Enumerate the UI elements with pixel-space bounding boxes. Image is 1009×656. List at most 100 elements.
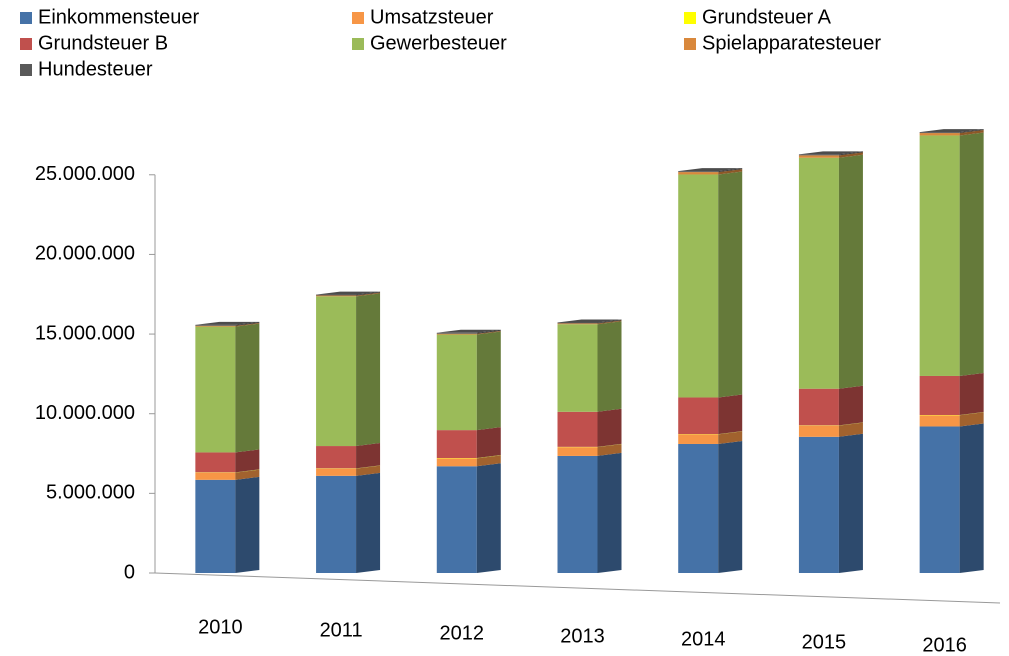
bar-face	[316, 291, 381, 295]
bar-segment	[557, 320, 622, 325]
bar-face	[678, 168, 743, 172]
bar-face	[356, 292, 381, 297]
legend-swatch	[684, 12, 696, 24]
bar-face	[476, 329, 501, 334]
bar-segment	[919, 412, 984, 427]
bar-face	[959, 411, 984, 416]
x-tick-label: 2013	[560, 625, 605, 647]
bar-segment	[798, 385, 863, 426]
bar-face	[195, 324, 236, 326]
bar-face	[356, 465, 381, 476]
bar-face	[678, 434, 719, 444]
bar-segment	[678, 394, 743, 435]
bar-face	[959, 372, 984, 415]
bar-segment	[557, 321, 622, 412]
legend-swatch	[20, 12, 32, 24]
bar-face	[919, 415, 960, 427]
bar-face	[195, 479, 236, 573]
bar-face	[195, 321, 260, 325]
bar-segment	[316, 291, 381, 296]
legend-label: Grundsteuer A	[702, 6, 832, 28]
bar-face	[718, 431, 743, 444]
bar-segment	[678, 431, 743, 444]
bar-face	[597, 443, 622, 448]
bar-face	[316, 295, 357, 297]
bar-face	[235, 449, 260, 473]
bar-segment	[316, 465, 381, 469]
bar-face	[476, 427, 501, 458]
legend-swatch	[352, 38, 364, 50]
bar-segment	[557, 452, 622, 573]
x-axis	[154, 572, 1001, 604]
bar-face	[919, 375, 960, 415]
bar-face	[356, 291, 381, 296]
bar-segment	[557, 444, 622, 456]
bar-segment	[678, 168, 743, 173]
bar-face	[235, 476, 260, 573]
bar-face	[557, 323, 598, 325]
bar-segment	[195, 449, 260, 473]
y-tick-label: 0	[124, 561, 135, 583]
bar-face	[798, 154, 839, 156]
bar-face	[919, 426, 960, 573]
bar-face	[195, 452, 236, 473]
bar-face	[919, 135, 960, 376]
bar-segment	[436, 329, 501, 334]
bar-segment	[678, 440, 743, 573]
x-tick-label: 2016	[922, 634, 967, 656]
bar-face	[919, 132, 960, 134]
bar-segment	[919, 130, 984, 136]
y-tick-label: 15.000.000	[35, 322, 135, 344]
bar-face	[316, 294, 357, 296]
bar-face	[356, 472, 381, 573]
bar-face	[798, 436, 839, 573]
bar-segment	[798, 152, 863, 158]
bar-face	[798, 425, 839, 437]
bar-face	[356, 465, 381, 469]
bar-face	[316, 468, 357, 476]
bar-face	[436, 458, 477, 467]
bar-face	[316, 475, 357, 573]
legend-label: Gewerbesteuer	[370, 32, 507, 54]
bar-segment	[195, 321, 260, 326]
bar-face	[678, 174, 719, 398]
bar-segment	[316, 465, 381, 476]
bar-segment	[316, 472, 381, 573]
bar-face	[597, 408, 622, 447]
x-tick-label: 2010	[198, 616, 243, 638]
bar-face	[235, 469, 260, 473]
bar-face	[356, 443, 381, 469]
bar-face	[919, 133, 960, 136]
bar-face	[436, 329, 501, 333]
bar-face	[557, 322, 598, 324]
bar-face	[959, 132, 984, 376]
bar-face	[798, 388, 839, 426]
bar-face	[838, 422, 863, 426]
legend-swatch	[20, 64, 32, 76]
bar-face	[718, 171, 743, 398]
bar-face	[235, 469, 260, 480]
y-tick-label: 10.000.000	[35, 402, 135, 424]
x-tick-label: 2014	[681, 628, 726, 650]
legend-swatch	[684, 38, 696, 50]
bar-face	[959, 129, 984, 134]
bar-face	[718, 394, 743, 435]
bar-face	[959, 130, 984, 136]
bar-segment	[195, 476, 260, 573]
bar-face	[476, 455, 501, 467]
bar-face	[195, 472, 236, 480]
bar-face	[195, 326, 236, 453]
bar-face	[798, 155, 839, 158]
bar-segment	[316, 293, 381, 447]
legend-label: Spielapparatesteuer	[702, 32, 881, 54]
bar-segment	[798, 422, 863, 426]
bar-face	[678, 443, 719, 573]
bar-segment	[919, 129, 984, 134]
bar-face	[718, 168, 743, 173]
bar-face	[678, 172, 719, 175]
bar-segment	[919, 132, 984, 376]
bar-face	[356, 293, 381, 447]
bar-face	[436, 334, 477, 431]
bar-segment	[436, 331, 501, 431]
bar-face	[838, 433, 863, 573]
